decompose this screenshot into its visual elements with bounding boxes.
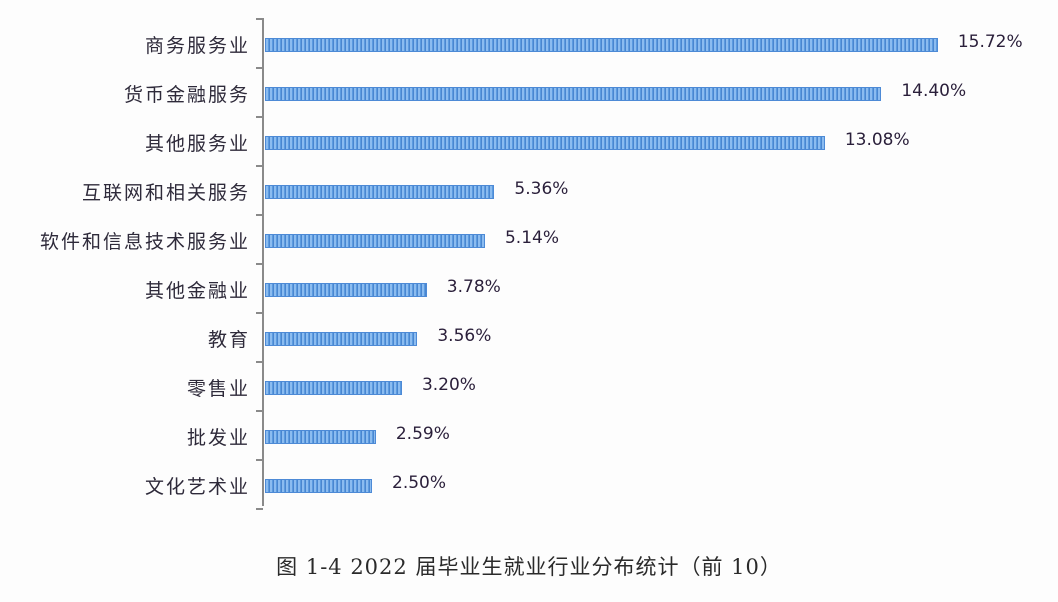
y-axis-tick — [256, 459, 263, 461]
y-axis-tick — [256, 312, 263, 314]
value-label: 3.56% — [437, 326, 492, 346]
value-label: 13.08% — [844, 130, 910, 150]
y-axis-tick — [256, 361, 263, 363]
category-label: 货币金融服务 — [123, 84, 250, 106]
category-label: 文化艺术业 — [144, 476, 250, 498]
y-axis-tick — [256, 214, 263, 216]
category-label: 商务服务业 — [144, 35, 250, 57]
bar — [265, 479, 372, 493]
category-label: 其他服务业 — [144, 133, 250, 155]
bar-row: 互联网和相关服务 5.36% — [0, 166, 1058, 215]
bar-row: 其他服务业 13.08% — [0, 117, 1058, 166]
bar-row: 商务服务业 15.72% — [0, 19, 1058, 68]
value-label: 2.50% — [392, 473, 447, 493]
bar-row: 软件和信息技术服务业 5.14% — [0, 215, 1058, 264]
value-label: 5.36% — [514, 179, 569, 199]
category-label: 批发业 — [186, 427, 250, 449]
category-label: 其他金融业 — [144, 280, 250, 302]
bar-row: 教育 3.56% — [0, 313, 1058, 362]
bar — [265, 185, 495, 199]
bar — [265, 283, 427, 297]
category-label: 零售业 — [186, 378, 250, 400]
bar-row: 零售业 3.20% — [0, 362, 1058, 411]
y-axis-tick — [256, 410, 263, 412]
bar — [265, 430, 376, 444]
y-axis-tick — [256, 165, 263, 167]
bar — [265, 87, 882, 101]
bar-row: 文化艺术业 2.50% — [0, 460, 1058, 509]
bar-row: 批发业 2.59% — [0, 411, 1058, 460]
bar — [265, 332, 418, 346]
y-axis-tick — [256, 116, 263, 118]
y-axis-tick — [256, 263, 263, 265]
y-axis-tick — [256, 67, 263, 69]
y-axis-line — [262, 18, 264, 506]
value-label: 2.59% — [395, 424, 450, 444]
value-label: 15.72% — [957, 32, 1023, 52]
y-axis-tick — [256, 508, 263, 510]
bar — [265, 234, 485, 248]
value-label: 5.14% — [504, 228, 559, 248]
y-axis-tick — [256, 18, 263, 20]
value-label: 3.20% — [421, 375, 476, 395]
bar — [265, 38, 938, 52]
category-label: 教育 — [207, 329, 250, 351]
value-label: 14.40% — [901, 81, 967, 101]
value-label: 3.78% — [446, 277, 501, 297]
horizontal-bar-chart: 商务服务业 15.72% 货币金融服务 14.40% 其他服务业 13.08% 互联网和相关… — [0, 18, 1058, 510]
figure-caption: 图 1-4 2022 届毕业生就业行业分布统计（前 10） — [276, 555, 782, 579]
bar-row: 货币金融服务 14.40% — [0, 68, 1058, 117]
category-label: 软件和信息技术服务业 — [39, 231, 250, 253]
bar — [265, 381, 402, 395]
category-label: 互联网和相关服务 — [81, 182, 250, 204]
bar — [265, 136, 825, 150]
bar-row: 其他金融业 3.78% — [0, 264, 1058, 313]
